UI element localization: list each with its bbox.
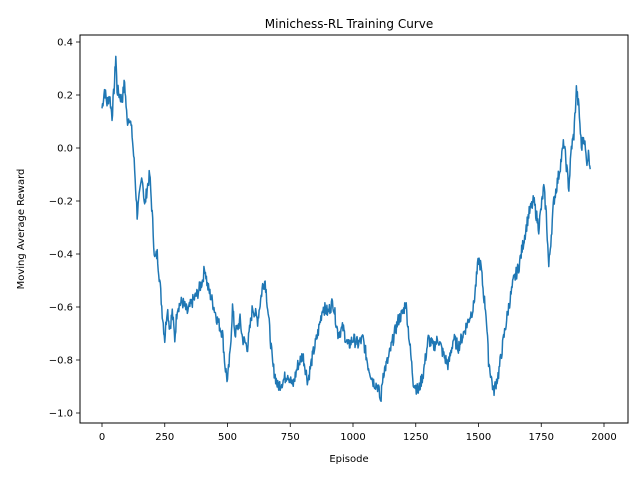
x-tick-label: 250 (155, 432, 174, 443)
x-tick-label: 1750 (529, 432, 554, 443)
x-tick-label: 500 (218, 432, 237, 443)
y-tick-label: 0.0 (57, 144, 73, 155)
y-tick-label: −0.8 (49, 356, 73, 367)
y-axis-label: Moving Average Reward (16, 169, 27, 290)
y-tick-label: 0.4 (57, 38, 73, 49)
x-tick-label: 2000 (591, 432, 616, 443)
y-tick-label: −0.4 (49, 250, 73, 261)
data-line (101, 55, 591, 403)
chart-title: Minichess-RL Training Curve (265, 17, 433, 31)
x-tick-label: 750 (281, 432, 300, 443)
y-tick-label: −0.2 (49, 197, 73, 208)
y-tick-label: −1.0 (49, 409, 73, 420)
x-tick-label: 1000 (340, 432, 365, 443)
y-axis: 0.4 0.2 0.0 −0.2 −0.4 −0.6 −0.8 −1.0 (49, 38, 80, 420)
x-axis: 0 250 500 750 1000 1250 1500 1750 2000 (99, 423, 617, 443)
y-tick-label: 0.2 (57, 91, 73, 102)
y-tick-label: −0.6 (49, 303, 73, 314)
x-axis-label: Episode (329, 454, 368, 465)
x-tick-label: 1250 (403, 432, 428, 443)
plot-frame (79, 34, 629, 424)
reward-line (101, 55, 591, 403)
x-tick-label: 0 (99, 432, 105, 443)
x-tick-label: 1500 (466, 432, 491, 443)
